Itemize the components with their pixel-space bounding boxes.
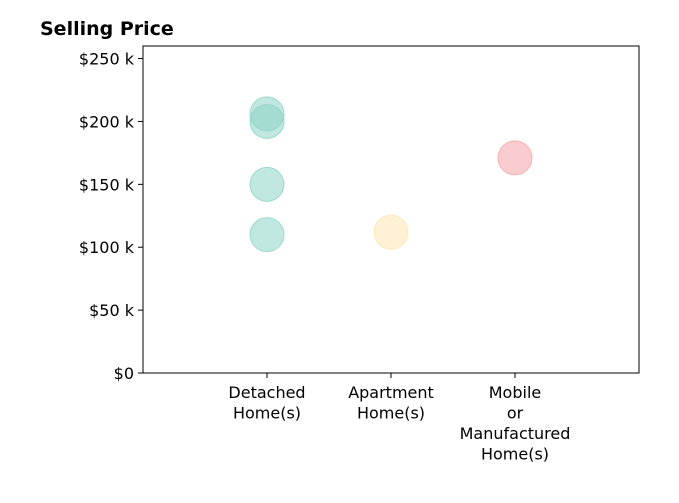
y-tick-label-4: $200 k (79, 112, 135, 131)
y-tick-label-5: $250 k (79, 50, 135, 69)
y-tick-label-2: $100 k (79, 238, 135, 257)
data-point-5 (497, 140, 533, 176)
axes-layer: $0 $50 k $100 k $150 k $200 k $250 k Detached H… (79, 50, 570, 464)
x-tick-label-1: Apartment Home(s) (348, 383, 434, 423)
y-tick-label-1: $50 k (89, 301, 135, 320)
data-point-4 (373, 214, 409, 250)
data-point-3 (249, 96, 285, 132)
chart-title: Selling Price (40, 18, 174, 40)
data-point-1 (249, 166, 285, 202)
x-tick-label-2: Mobile or Manufactured Home(s) (460, 383, 571, 464)
plot-frame (142, 45, 640, 374)
y-tick-label-3: $150 k (79, 175, 135, 194)
data-point-0 (249, 217, 285, 253)
y-tick-label-0: $0 (114, 364, 134, 383)
points-layer (249, 96, 533, 253)
x-tick-label-0: Detached Home(s) (228, 383, 305, 423)
